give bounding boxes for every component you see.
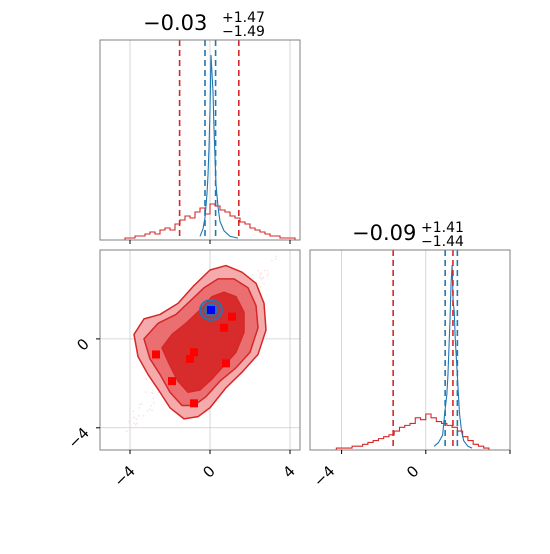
sample-point	[252, 277, 255, 280]
red-marker	[222, 359, 230, 368]
sample-point	[150, 404, 153, 407]
sample-point	[251, 274, 254, 277]
y-tick-label: 0	[73, 335, 92, 354]
sample-point	[271, 259, 273, 262]
sample-point	[139, 403, 141, 406]
sample-point	[142, 414, 145, 417]
sample-point	[151, 392, 154, 395]
hist-red-series	[120, 203, 300, 241]
sample-point	[135, 418, 138, 421]
title-param-1-plus: +1.47	[222, 10, 265, 26]
sample-point	[263, 269, 266, 272]
sample-point	[146, 410, 149, 412]
title-param-2-minus: −1.44	[421, 234, 464, 250]
sample-point	[263, 282, 265, 285]
joint-panel: −4 0 4 −4 0	[64, 249, 301, 490]
red-marker	[152, 350, 160, 359]
sample-point	[257, 269, 259, 272]
x-tick-label: 0	[403, 462, 422, 481]
sample-point	[275, 255, 277, 258]
sample-point	[259, 286, 262, 288]
sample-point	[132, 410, 135, 413]
sample-point	[138, 414, 140, 417]
sample-point	[134, 423, 137, 426]
red-marker	[190, 348, 198, 357]
sample-point	[260, 272, 262, 274]
title-param-2-median: −0.09	[352, 221, 416, 245]
y-tick-label: −4	[64, 424, 92, 452]
hist-panel-param-1	[99, 39, 301, 244]
sample-point	[125, 430, 128, 433]
red-marker	[220, 323, 228, 332]
panel-frame	[99, 39, 301, 241]
sample-point	[144, 391, 147, 393]
red-marker	[190, 399, 198, 408]
sample-point	[258, 276, 261, 278]
sample-point	[267, 273, 270, 275]
sample-point	[152, 397, 155, 400]
x-tick-label: 4	[279, 462, 298, 481]
red-contour-inner	[161, 291, 245, 393]
sample-point	[266, 275, 268, 277]
panel-frame	[309, 249, 511, 451]
x-tick-label: −4	[110, 462, 138, 490]
sample-point	[148, 408, 151, 411]
hist-red-series	[331, 413, 500, 451]
sample-point	[259, 273, 262, 276]
x-tick-label: 0	[199, 462, 218, 481]
title-param-2: −0.09 +1.41 −1.44	[352, 220, 464, 250]
sample-point	[128, 420, 131, 423]
hist-panel-param-2: −4 0	[309, 249, 511, 490]
sample-point	[262, 276, 265, 279]
sample-point	[151, 391, 153, 394]
sample-point	[151, 409, 153, 412]
sample-point	[133, 422, 135, 425]
title-param-2-plus: +1.41	[421, 220, 464, 236]
sample-point	[266, 269, 269, 272]
title-param-1-minus: −1.49	[222, 24, 265, 40]
sample-point	[133, 416, 135, 419]
sample-point	[141, 402, 143, 405]
sample-point	[138, 407, 141, 409]
red-marker	[228, 312, 236, 321]
sample-point	[275, 258, 277, 260]
red-marker	[186, 354, 194, 363]
sample-point	[261, 277, 264, 280]
sample-point	[152, 401, 155, 404]
sample-point	[157, 392, 160, 394]
panel-frame	[99, 249, 301, 451]
sample-point	[145, 377, 148, 380]
sample-point	[136, 422, 138, 424]
blue-marker	[207, 306, 215, 314]
title-param-1: −0.03 +1.47 −1.49	[143, 10, 265, 40]
red-marker	[168, 377, 176, 386]
title-param-1-median: −0.03	[143, 11, 207, 35]
sample-point	[259, 277, 262, 280]
hist-blue-series	[199, 54, 239, 239]
x-tick-label: −4	[310, 462, 338, 490]
